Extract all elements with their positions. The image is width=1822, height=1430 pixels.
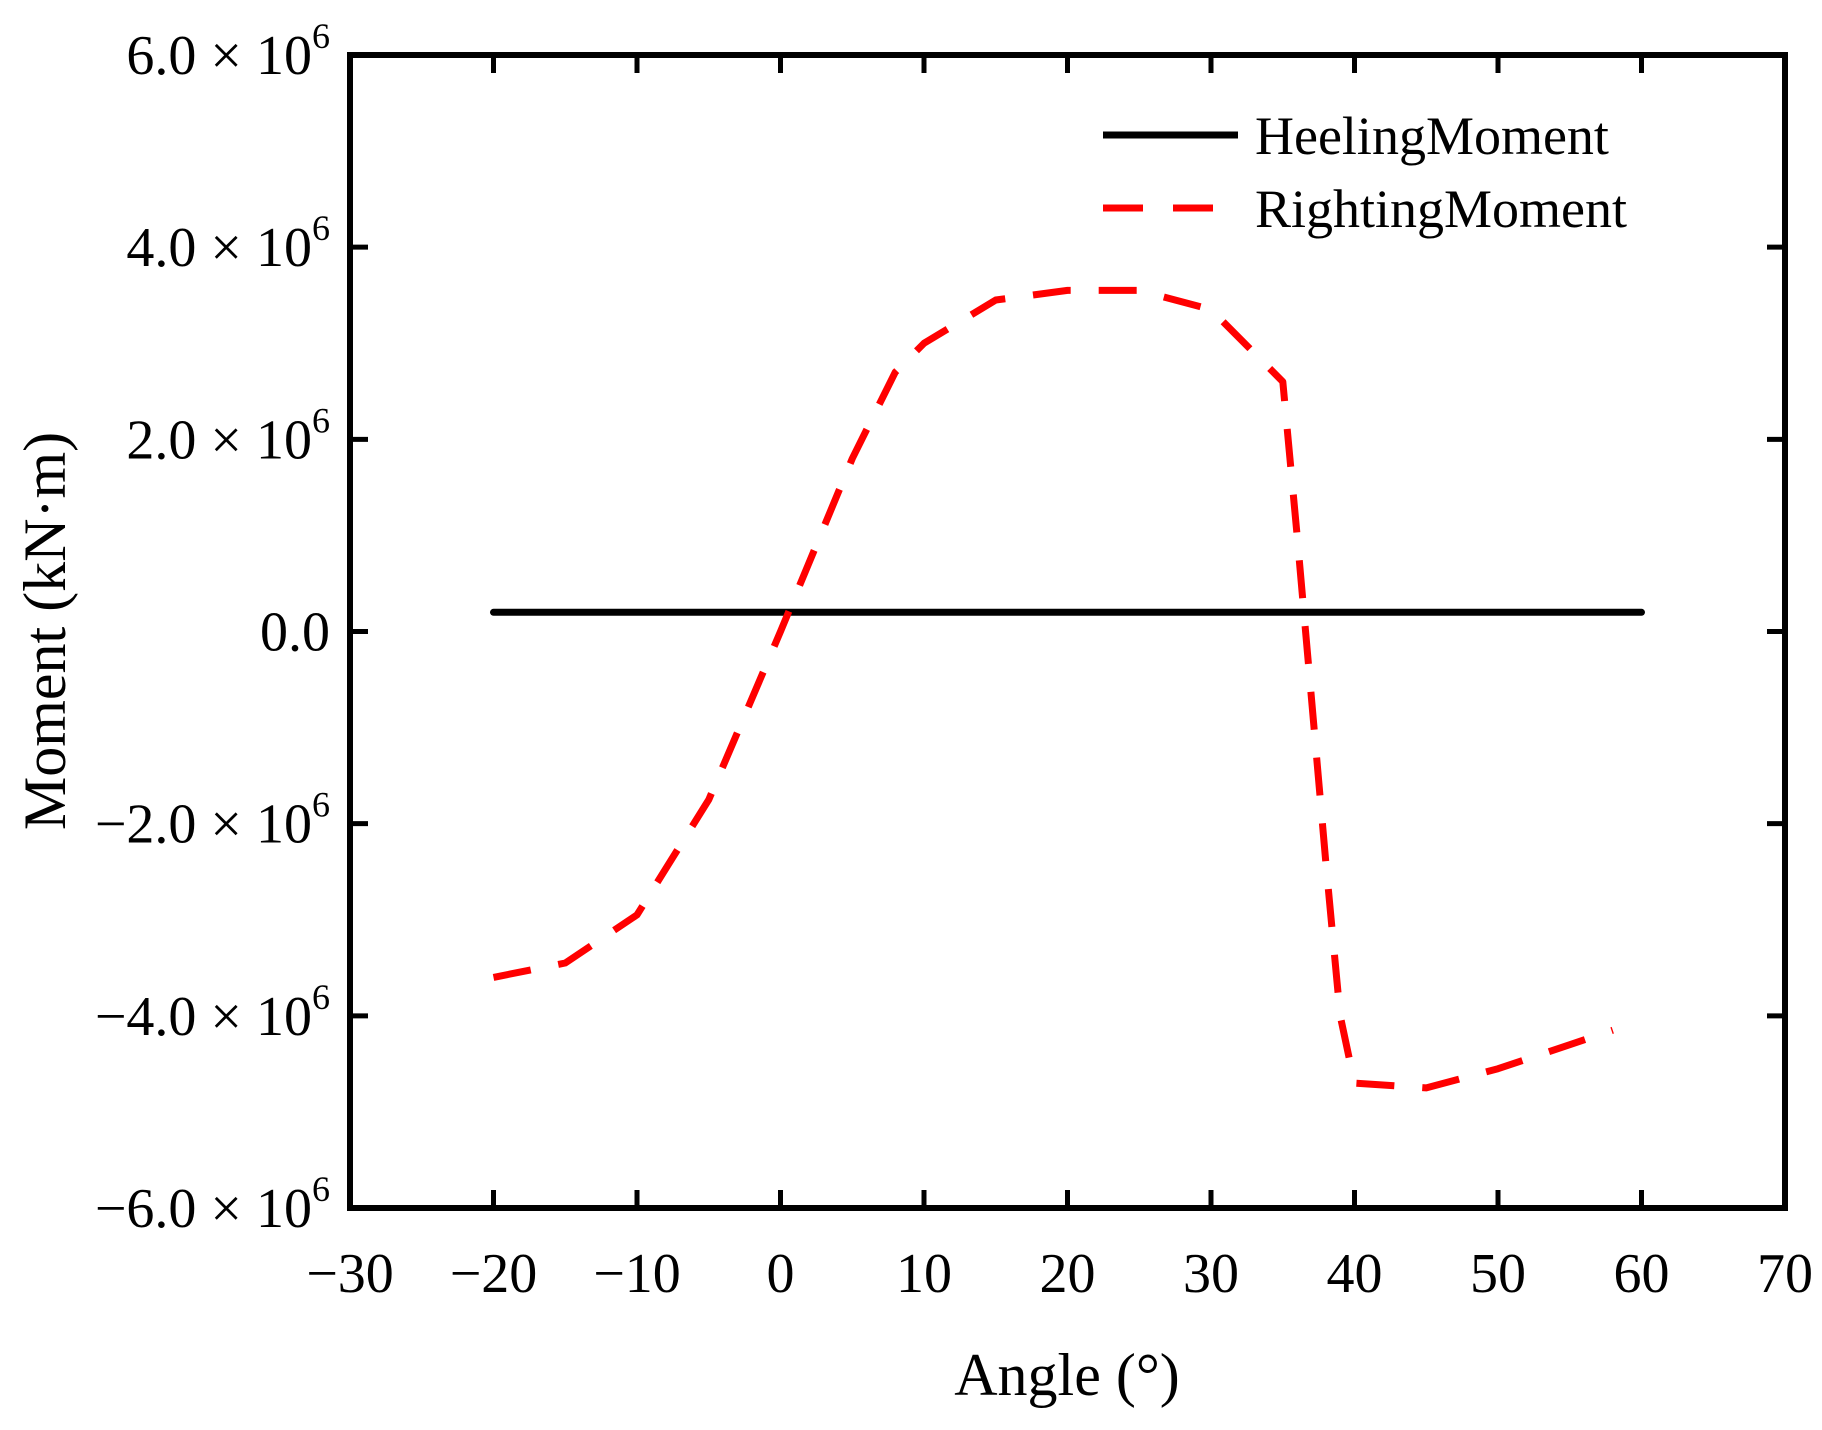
legend-label-heelingmoment: HeelingMoment	[1255, 106, 1609, 166]
y-tick-label: −2.0 × 106	[95, 785, 330, 856]
plot-area-frame	[347, 52, 1788, 1211]
y-tick-label: −6.0 × 106	[95, 1169, 330, 1240]
x-tick-label: 60	[1614, 1243, 1670, 1305]
y-tick-label: −4.0 × 106	[95, 977, 330, 1048]
series-layer	[490, 286, 1645, 1092]
labels-layer: −30 −20 −10 0 10 20 30 40 50 60 70 −6.0 × 106 −4.0 ×…	[95, 16, 1813, 1305]
x-tick-label: 70	[1757, 1243, 1813, 1305]
x-tick-label: 0	[767, 1243, 795, 1305]
legend-label-rightingmoment: RightingMoment	[1255, 179, 1627, 239]
y-tick-label: 6.0 × 106	[126, 16, 330, 87]
y-axis-label: Moment (kN·m)	[12, 432, 78, 830]
x-tick-label: 50	[1470, 1243, 1526, 1305]
x-tick-label: 20	[1040, 1243, 1096, 1305]
x-tick-label: −30	[306, 1243, 394, 1305]
y-tick-label: 4.0 × 106	[126, 208, 330, 279]
x-axis-label: Angle (°)	[954, 1342, 1180, 1408]
legend: HeelingMoment RightingMoment	[1103, 106, 1627, 239]
x-tick-label: −10	[593, 1243, 681, 1305]
x-tick-label: 10	[896, 1243, 952, 1305]
y-tick-label: 0.0	[260, 602, 330, 664]
x-tick-label: 30	[1183, 1243, 1239, 1305]
series-line-rightingmoment	[492, 286, 1614, 1092]
x-tick-label: −20	[450, 1243, 538, 1305]
y-tick-label: 2.0 × 106	[126, 400, 330, 471]
x-tick-label: 40	[1327, 1243, 1383, 1305]
